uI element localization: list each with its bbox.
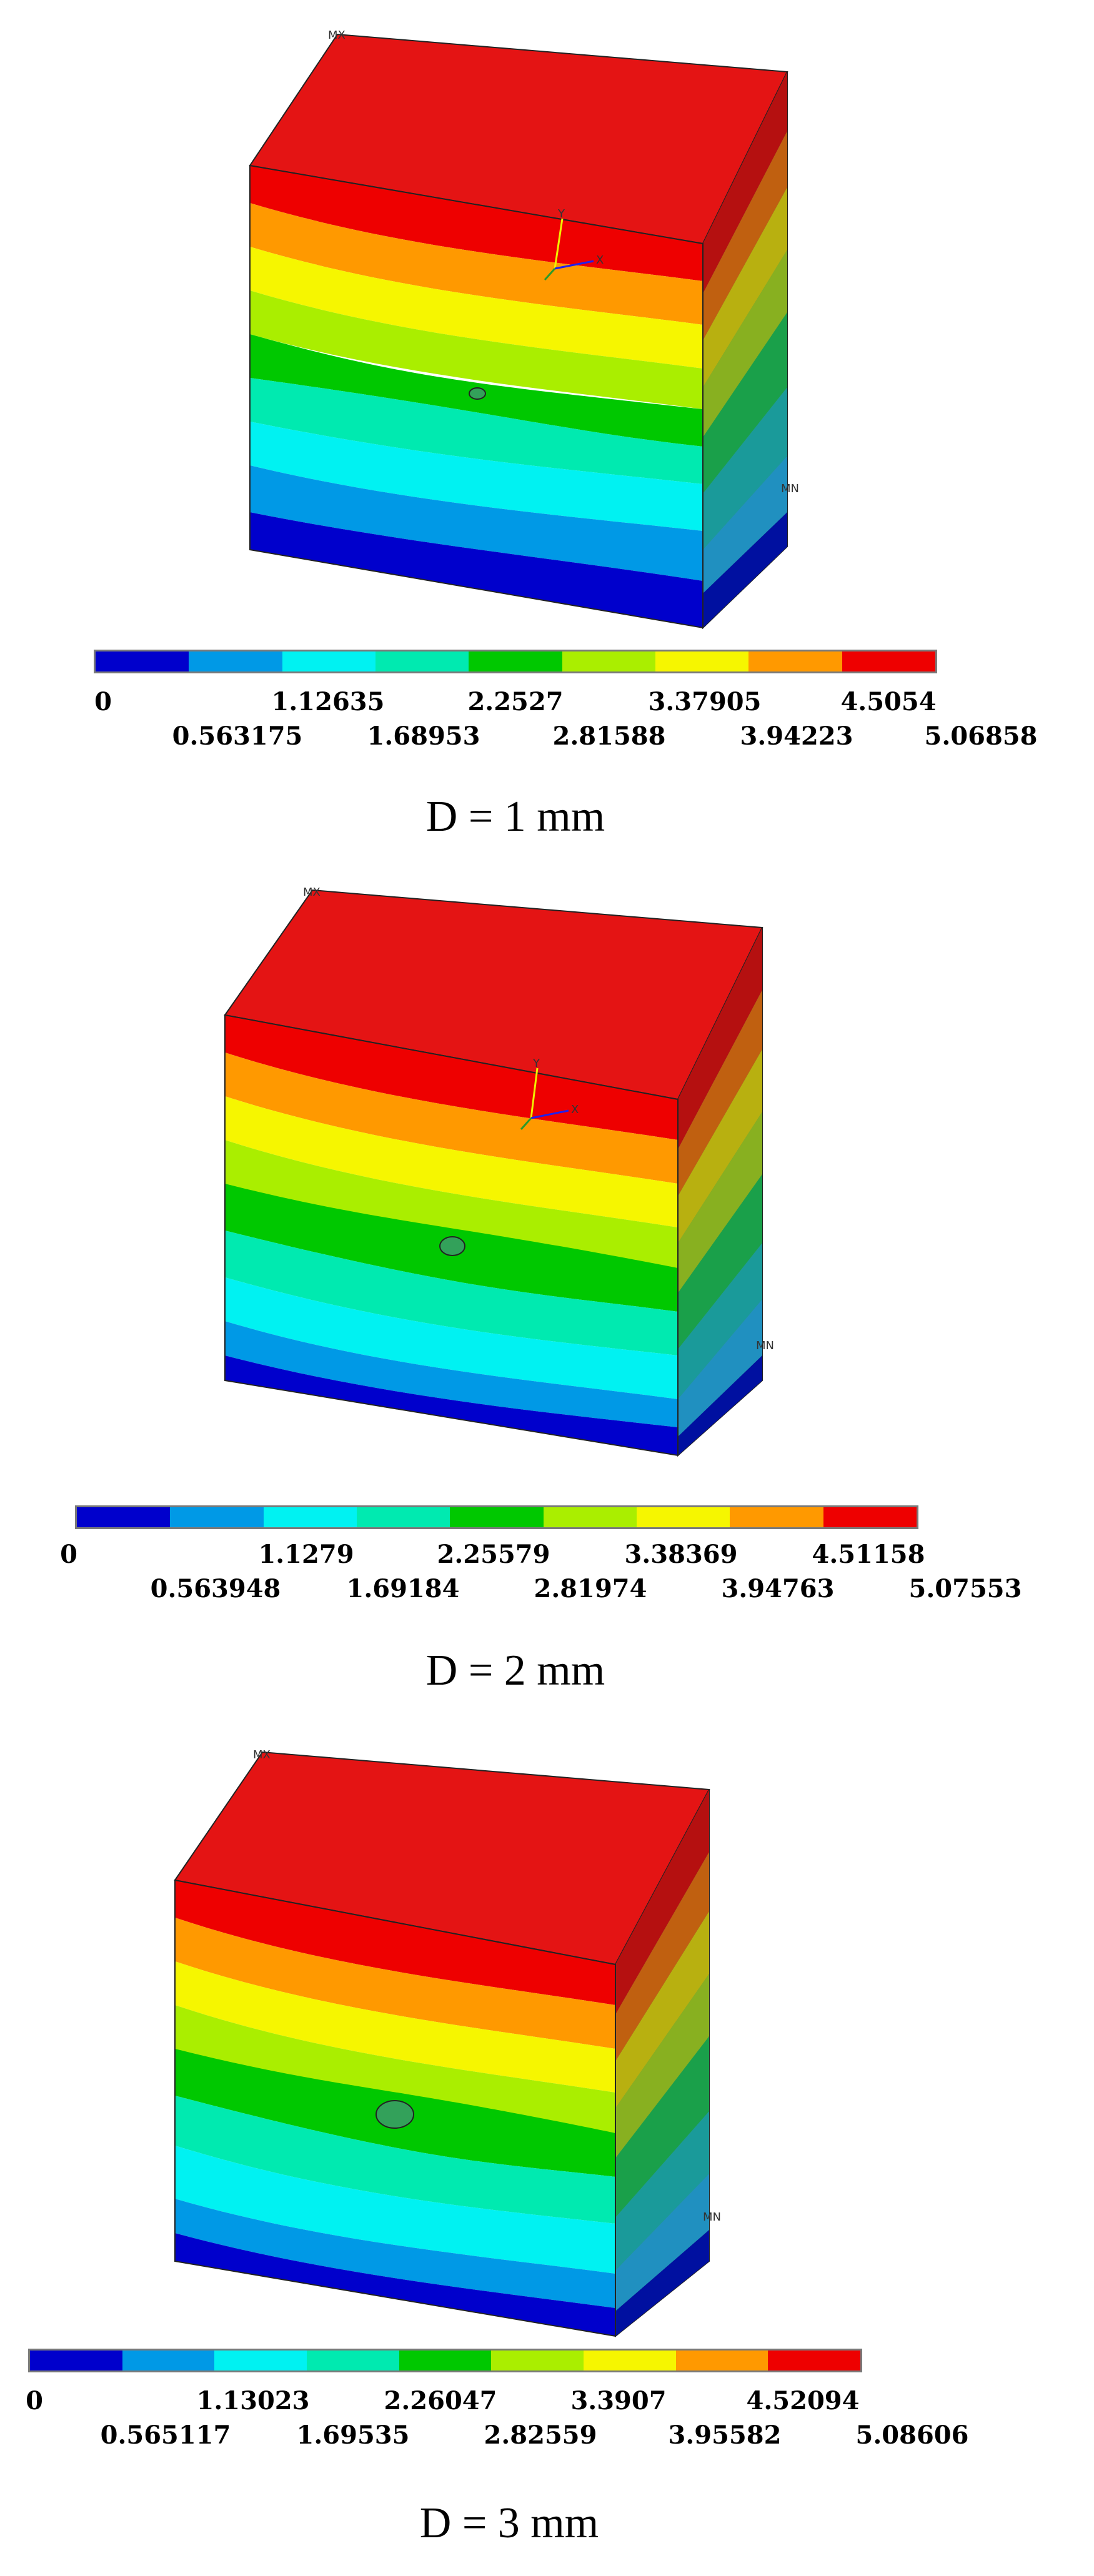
legend-swatch xyxy=(730,1507,823,1527)
legend-label: 3.95582 xyxy=(668,2420,782,2450)
panel-d3: MX MN 0 1.13023 2.26047 3.3907 4.52094 0… xyxy=(0,1724,1094,2576)
legend-label: 1.69184 xyxy=(346,1574,460,1603)
legend-label: 3.38369 xyxy=(624,1540,738,1569)
fem-model-d3: MX MN xyxy=(174,1748,721,2338)
side-bands-d3 xyxy=(615,1790,709,2336)
legend-swatch xyxy=(655,651,749,671)
legend-swatch xyxy=(356,1507,450,1527)
legend-label: 1.12635 xyxy=(271,687,385,716)
legend-label: 4.5054 xyxy=(840,687,937,716)
legend-label: 2.26047 xyxy=(384,2386,497,2415)
legend-swatch xyxy=(768,2351,861,2370)
legend-swatch xyxy=(584,2351,676,2370)
hole-d3 xyxy=(375,2100,414,2129)
legend-swatch xyxy=(170,1507,264,1527)
legend-swatch xyxy=(823,1507,917,1527)
legend-label: 0.563948 xyxy=(150,1574,281,1603)
legend-swatch xyxy=(307,2351,399,2370)
caption-d1: D = 1 mm xyxy=(425,793,605,841)
legend-label: 3.37905 xyxy=(648,687,762,716)
legend-label: 0 xyxy=(60,1540,77,1569)
legend-swatch xyxy=(543,1507,637,1527)
legend-label: 5.07553 xyxy=(908,1574,1022,1603)
legend-swatch xyxy=(375,651,469,671)
caption-d3: D = 3 mm xyxy=(419,2499,599,2547)
legend-swatch xyxy=(491,2351,584,2370)
hole-d1 xyxy=(469,387,486,400)
legend-swatch xyxy=(562,651,655,671)
legend-label: 3.3907 xyxy=(570,2386,667,2415)
legend-swatch xyxy=(30,2351,122,2370)
legend-swatch xyxy=(675,2351,768,2370)
front-bands-d2 xyxy=(225,1015,678,1455)
colorbar-d1 xyxy=(94,650,937,673)
legend-label: 0.565117 xyxy=(100,2420,231,2450)
min-tag-d1: MN xyxy=(781,482,799,495)
panel-d2: Y X MX MN 0 1.1279 2.25579 3.38369 4.511… xyxy=(0,862,1094,1724)
legend-swatch xyxy=(214,2351,307,2370)
legend-label: 3.94223 xyxy=(740,721,853,751)
legend-swatch xyxy=(399,2351,492,2370)
legend-label: 5.08606 xyxy=(855,2420,969,2450)
legend-label: 0.563175 xyxy=(172,721,303,751)
legend-label: 1.69535 xyxy=(296,2420,410,2450)
legend-label: 4.51158 xyxy=(812,1540,925,1569)
legend-swatch xyxy=(282,651,375,671)
legend-label: 2.82559 xyxy=(484,2420,597,2450)
min-tag-d2: MN xyxy=(756,1339,774,1352)
legend-label: 1.68953 xyxy=(367,721,480,751)
fem-model-d2: Y X MX MN xyxy=(224,886,774,1457)
axis-x-label-d2: X xyxy=(571,1103,579,1116)
caption-d2: D = 2 mm xyxy=(425,1647,605,1695)
hole-d2 xyxy=(439,1236,465,1256)
legend-label: 0 xyxy=(26,2386,43,2415)
legend-label: 4.52094 xyxy=(746,2386,860,2415)
legend-label: 3.94763 xyxy=(721,1574,835,1603)
colorbar-d3 xyxy=(28,2349,862,2372)
axis-y-label-d1: Y xyxy=(557,207,565,220)
axis-triad-d2: Y X xyxy=(520,1057,579,1130)
legend-label: 5.06858 xyxy=(924,721,1038,751)
max-tag-d1: MX xyxy=(328,29,346,42)
legend-label: 1.1279 xyxy=(258,1540,354,1569)
legend-swatch xyxy=(96,651,189,671)
max-tag-d2: MX xyxy=(303,886,321,899)
legend-swatch xyxy=(748,651,842,671)
legend-swatch xyxy=(189,651,282,671)
axis-y-label-d2: Y xyxy=(532,1057,540,1070)
axis-triad-d1: Y X xyxy=(544,207,604,280)
front-bands-d3 xyxy=(175,1880,615,2336)
side-bands-d2 xyxy=(678,928,762,1455)
legend-label: 2.25579 xyxy=(437,1540,550,1569)
min-tag-d3: MN xyxy=(703,2211,721,2224)
legend-label: 2.2527 xyxy=(467,687,564,716)
legend-swatch xyxy=(263,1507,357,1527)
legend-swatch xyxy=(636,1507,730,1527)
legend-label: 2.81974 xyxy=(534,1574,647,1603)
panel-d1: Y X MX MN 0 1.12635 2.2527 3.37905 4.505… xyxy=(0,0,1094,862)
legend-label: 0 xyxy=(94,687,112,716)
legend-label: 2.81588 xyxy=(552,721,666,751)
legend-swatch xyxy=(450,1507,544,1527)
front-bands-d1 xyxy=(250,166,703,628)
legend-swatch xyxy=(122,2351,215,2370)
legend-label: 1.13023 xyxy=(196,2386,310,2415)
legend-swatch xyxy=(77,1507,171,1527)
fem-model-d1: Y X MX MN xyxy=(249,29,799,630)
colorbar-d2 xyxy=(75,1505,918,1529)
axis-x-label-d1: X xyxy=(596,254,604,267)
max-tag-d3: MX xyxy=(253,1748,271,1761)
legend-swatch xyxy=(842,651,935,671)
side-bands-d1 xyxy=(703,72,787,628)
legend-swatch xyxy=(469,651,562,671)
